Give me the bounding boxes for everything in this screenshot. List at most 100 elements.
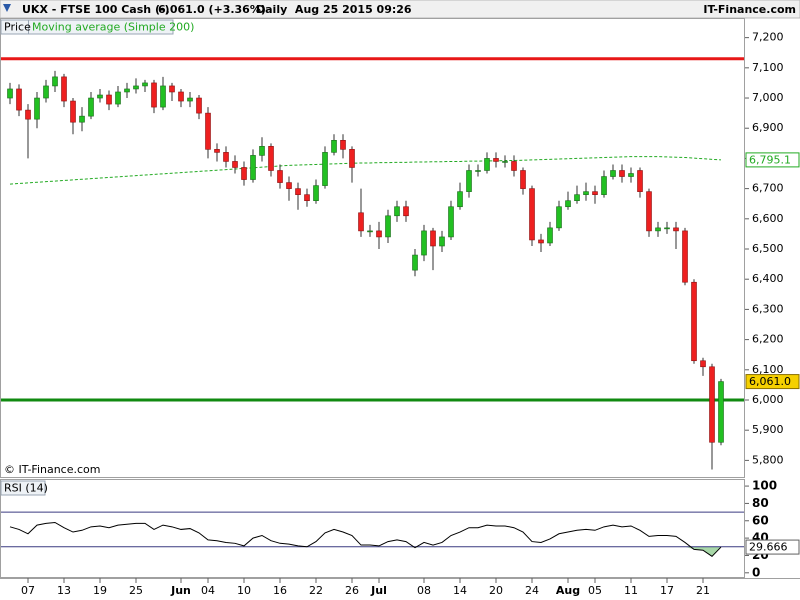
candle-body	[124, 88, 130, 93]
candle-body	[700, 360, 706, 368]
candle-body	[196, 97, 202, 114]
brand: IT-Finance.com	[703, 3, 796, 16]
x-tick-label: 10	[237, 584, 251, 597]
candle-body	[349, 149, 355, 168]
legend	[0, 19, 174, 35]
symbol: UKX - FTSE 100 Cash (-)	[22, 3, 170, 16]
x-tick-label: 24	[525, 584, 539, 597]
candle-body	[358, 212, 364, 232]
y-tick-label: 6,300	[752, 302, 784, 315]
candle-body	[205, 112, 211, 150]
candle-body	[88, 97, 94, 117]
candle-body	[286, 182, 292, 189]
y-tick-label: 0	[752, 565, 760, 579]
candle-body	[520, 170, 526, 189]
candle-body	[340, 139, 346, 150]
candle-body	[115, 91, 121, 105]
candle-body	[133, 85, 139, 90]
candle-body	[403, 206, 409, 217]
x-tick-label: 05	[588, 584, 602, 597]
candle-body	[628, 173, 634, 177]
candle-body	[25, 109, 31, 120]
candle-body	[304, 194, 310, 201]
candle-body	[691, 281, 697, 362]
y-tick-label: 6,500	[752, 242, 784, 255]
rsi-legend	[0, 480, 46, 496]
candle-body	[7, 88, 13, 99]
x-tick-label: 13	[57, 584, 71, 597]
legend-ma: Moving average (Simple 200)	[32, 21, 194, 34]
y-tick-label: 7,200	[752, 31, 784, 44]
header-icon	[3, 4, 11, 12]
candle-body	[709, 366, 715, 443]
x-tick-label: 22	[309, 584, 323, 597]
x-tick-label: Aug	[556, 584, 580, 597]
y-tick-label: 6,400	[752, 272, 784, 285]
candle-body	[574, 194, 580, 201]
y-tick-label: 6,600	[752, 212, 784, 225]
candle-body	[583, 191, 589, 195]
candle-body	[475, 170, 481, 172]
y-tick-label: 80	[752, 496, 769, 510]
x-tick-label: Jun	[170, 584, 191, 597]
candle-body	[565, 200, 571, 208]
period: Daily Aug 25 2015 09:26	[256, 3, 412, 16]
candle-body	[241, 167, 247, 180]
candle-body	[61, 76, 67, 102]
candle-body	[637, 170, 643, 192]
x-tick-label: 19	[93, 584, 107, 597]
y-tick-label: 6,200	[752, 333, 784, 346]
x-tick-label: 21	[696, 584, 710, 597]
candle-body	[79, 115, 85, 123]
y-tick-label: 60	[752, 513, 769, 527]
y-tick-label: 6,100	[752, 363, 784, 376]
rsi-last-label: 29.666	[749, 541, 788, 554]
candle-body	[430, 230, 436, 247]
candle-body	[412, 254, 418, 271]
y-tick-label: 6,900	[752, 121, 784, 134]
moving-average	[9, 156, 722, 185]
candle-body	[52, 76, 58, 87]
x-tick-label: 17	[660, 584, 674, 597]
x-tick-label: 26	[345, 584, 359, 597]
candle-body	[592, 191, 598, 195]
y-tick-label: 100	[752, 479, 777, 493]
candle-body	[646, 191, 652, 232]
y-tick-label: 5,800	[752, 453, 784, 466]
candle-body	[601, 176, 607, 195]
candle-body	[142, 82, 148, 87]
candle-body	[421, 230, 427, 256]
candle-body	[718, 381, 724, 443]
candle-body	[160, 85, 166, 108]
candle-body	[493, 158, 499, 162]
y-tick-label: 7,100	[752, 61, 784, 74]
candle-body	[43, 85, 49, 99]
candle-body	[682, 230, 688, 283]
price-last-label-box	[745, 374, 800, 390]
candle-body	[655, 227, 661, 232]
candle-body	[367, 230, 373, 233]
candle-body	[34, 97, 40, 120]
candle-body	[70, 100, 76, 123]
candle-body	[484, 158, 490, 171]
x-tick-label: 04	[201, 584, 215, 597]
candle-body	[277, 170, 283, 183]
y-tick-label: 5,900	[752, 423, 784, 436]
rsi-line	[9, 521, 722, 557]
candle-body	[268, 146, 274, 171]
candle-body	[376, 230, 382, 238]
candle-body	[16, 88, 22, 111]
candle-body	[673, 227, 679, 232]
candle-body	[97, 94, 103, 99]
candle-body	[214, 149, 220, 153]
candle-body	[295, 188, 301, 195]
y-tick-label: 6,700	[752, 182, 784, 195]
candle-body	[331, 139, 337, 153]
candle-body	[538, 239, 544, 244]
candle-body	[466, 170, 472, 192]
candle-body	[322, 152, 328, 186]
candle-body	[664, 227, 670, 230]
candle-body	[223, 152, 229, 162]
